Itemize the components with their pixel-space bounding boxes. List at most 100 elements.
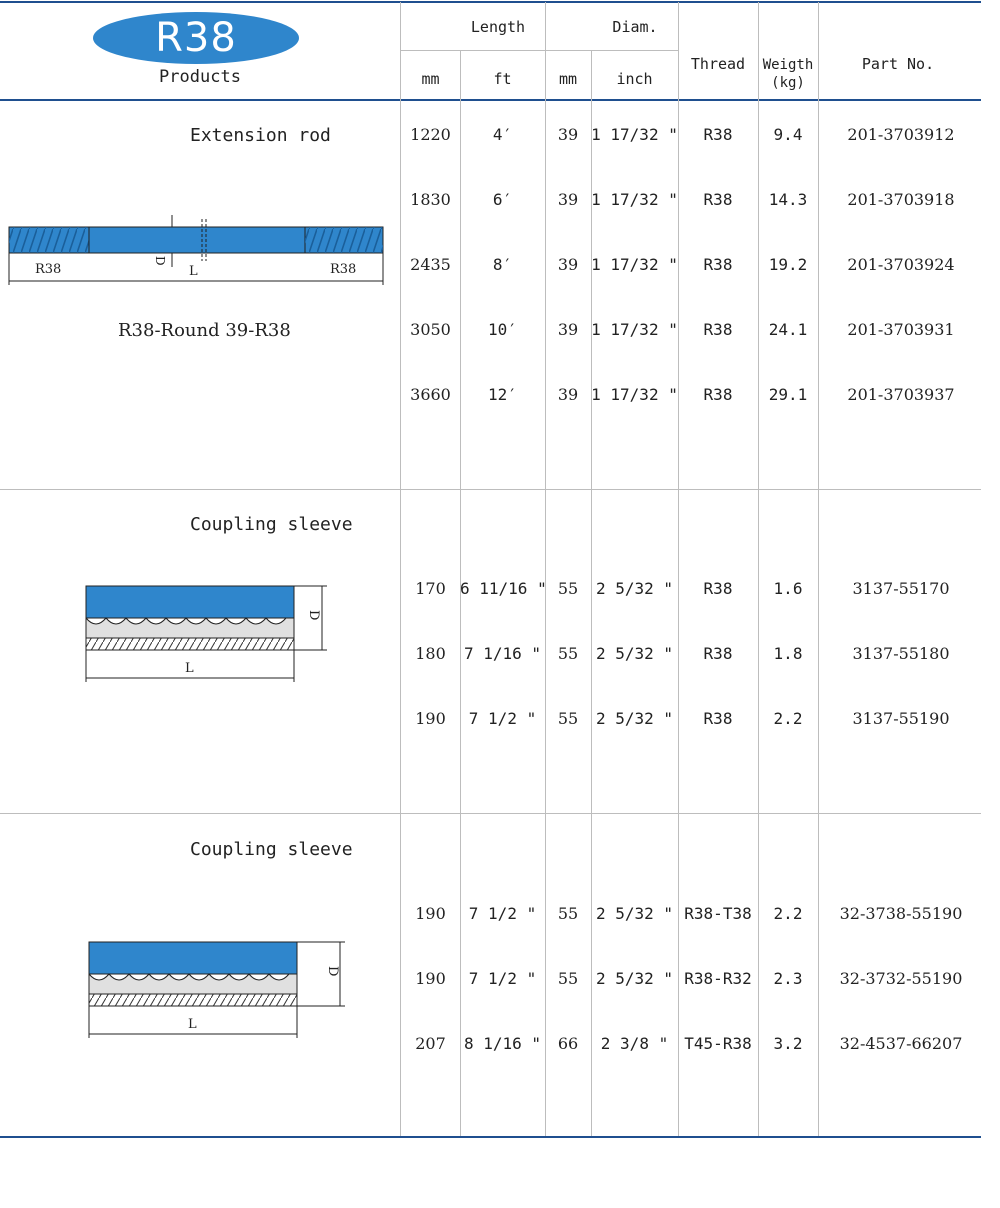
cell-length-mm: 170 <box>415 579 446 598</box>
cell-weight: 3.2 <box>773 1034 803 1053</box>
cell-length-mm: 1220 <box>410 125 451 144</box>
cell-part-no: 201-3703924 <box>847 255 955 274</box>
section-title-extension-rod: Extension rod <box>190 125 331 146</box>
products-header: Products <box>159 67 241 87</box>
rod-label-right: R38 <box>330 262 356 277</box>
cell-length-mm: 190 <box>415 904 446 923</box>
grid-line <box>545 2 546 1137</box>
cell-length-mm: 190 <box>415 709 446 728</box>
cell-weight: 24.1 <box>768 320 808 339</box>
diam-mm-header: mm <box>558 70 578 88</box>
section-divider <box>0 813 981 814</box>
cell-length-mm: 2435 <box>410 255 451 274</box>
cell-diam-mm: 39 <box>557 255 579 274</box>
grid-line <box>818 2 819 1137</box>
cell-thread: R38 <box>703 320 733 339</box>
section-divider <box>0 489 981 490</box>
cell-weight: 1.6 <box>773 579 803 598</box>
cell-length-ft: 7 1/2 " <box>468 904 537 923</box>
cell-length-ft: 7 1/2 " <box>468 709 537 728</box>
thread-header: Thread <box>690 55 746 73</box>
cell-thread: R38 <box>703 385 733 404</box>
cell-thread: T45-R38 <box>684 1034 752 1053</box>
cell-thread: R38-T38 <box>684 904 752 923</box>
top-rule <box>0 1 981 3</box>
cell-part-no: 3137-55180 <box>852 644 950 663</box>
section-title-coupling-sleeve-2: Coupling sleeve <box>190 839 353 860</box>
cell-thread: R38 <box>703 709 733 728</box>
cell-part-no: 201-3703937 <box>847 385 955 404</box>
cell-length-ft: 8′ <box>492 255 513 274</box>
cell-diam-mm: 55 <box>557 579 579 598</box>
cell-weight: 14.3 <box>768 190 808 209</box>
cell-weight: 19.2 <box>768 255 808 274</box>
cell-diam-inch: 2 5/32 " <box>595 579 674 598</box>
cell-weight: 2.2 <box>773 904 803 923</box>
cell-diam-mm: 39 <box>557 385 579 404</box>
logo-badge: R38 <box>93 12 299 64</box>
cell-length-ft: 6′ <box>492 190 513 209</box>
rod-label-d: D <box>153 256 167 266</box>
cell-diam-inch: 1 17/32 " <box>591 320 678 339</box>
cell-thread: R38 <box>703 255 733 274</box>
cell-part-no: 3137-55190 <box>852 709 950 728</box>
grid-line <box>758 2 759 1137</box>
cell-part-no: 32-4537-66207 <box>839 1034 963 1053</box>
cell-part-no: 3137-55170 <box>852 579 950 598</box>
cell-diam-mm: 39 <box>557 125 579 144</box>
cell-diam-inch: 2 5/32 " <box>595 969 674 988</box>
rod-label-left: R38 <box>35 262 61 277</box>
length-header: Length <box>470 18 526 36</box>
part-no-header: Part No. <box>861 55 935 73</box>
cell-part-no: 32-3738-55190 <box>839 904 963 923</box>
cell-length-mm: 190 <box>415 969 446 988</box>
cell-diam-inch: 1 17/32 " <box>591 385 678 404</box>
cell-diam-inch: 1 17/32 " <box>591 125 678 144</box>
cell-length-mm: 1830 <box>410 190 451 209</box>
cell-diam-mm: 39 <box>557 190 579 209</box>
header-rule <box>0 99 981 101</box>
sleeve1-label-l: L <box>185 661 194 676</box>
rod-label-l: L <box>189 264 198 279</box>
sleeve2-label-l: L <box>188 1017 197 1032</box>
sleeve1-label-d: D <box>306 610 321 620</box>
cell-diam-inch: 2 5/32 " <box>595 644 674 663</box>
cell-part-no: 32-3732-55190 <box>839 969 963 988</box>
sleeve2-label-d: D <box>325 966 340 976</box>
cell-thread: R38 <box>703 125 733 144</box>
cell-weight: 2.3 <box>773 969 803 988</box>
cell-diam-inch: 2 3/8 " <box>600 1034 669 1053</box>
extension-rod-diagram: R38 R38 L D <box>8 215 384 285</box>
grid-line <box>678 2 679 1137</box>
cell-diam-mm: 55 <box>557 904 579 923</box>
cell-diam-mm: 39 <box>557 320 579 339</box>
coupling-sleeve-diagram-2: L D <box>88 941 345 1038</box>
cell-diam-mm: 55 <box>557 969 579 988</box>
coupling-sleeve-diagram: L D <box>85 585 327 682</box>
cell-thread: R38-R32 <box>684 969 752 988</box>
cell-thread: R38 <box>703 190 733 209</box>
cell-weight: 2.2 <box>773 709 803 728</box>
cell-length-ft: 7 1/16 " <box>463 644 542 663</box>
cell-length-mm: 180 <box>415 644 446 663</box>
ft-header: ft <box>493 70 512 88</box>
cell-diam-mm: 55 <box>557 709 579 728</box>
cell-diam-mm: 66 <box>557 1034 579 1053</box>
cell-length-ft: 7 1/2 " <box>468 969 537 988</box>
cell-diam-mm: 55 <box>557 644 579 663</box>
grid-line <box>460 50 461 1137</box>
cell-length-mm: 207 <box>415 1034 446 1053</box>
cell-part-no: 201-3703912 <box>847 125 955 144</box>
cell-length-ft: 4′ <box>492 125 513 144</box>
section-subtitle: R38-Round 39-R38 <box>118 320 291 341</box>
cell-weight: 29.1 <box>768 385 808 404</box>
cell-part-no: 201-3703931 <box>847 320 955 339</box>
cell-diam-inch: 1 17/32 " <box>591 255 678 274</box>
cell-length-ft: 12′ <box>488 385 517 404</box>
cell-diam-inch: 2 5/32 " <box>595 904 674 923</box>
cell-weight: 9.4 <box>773 125 803 144</box>
cell-thread: R38 <box>703 579 733 598</box>
cell-weight: 1.8 <box>773 644 803 663</box>
diam-header: Diam. <box>612 18 658 36</box>
cell-diam-inch: 2 5/32 " <box>595 709 674 728</box>
